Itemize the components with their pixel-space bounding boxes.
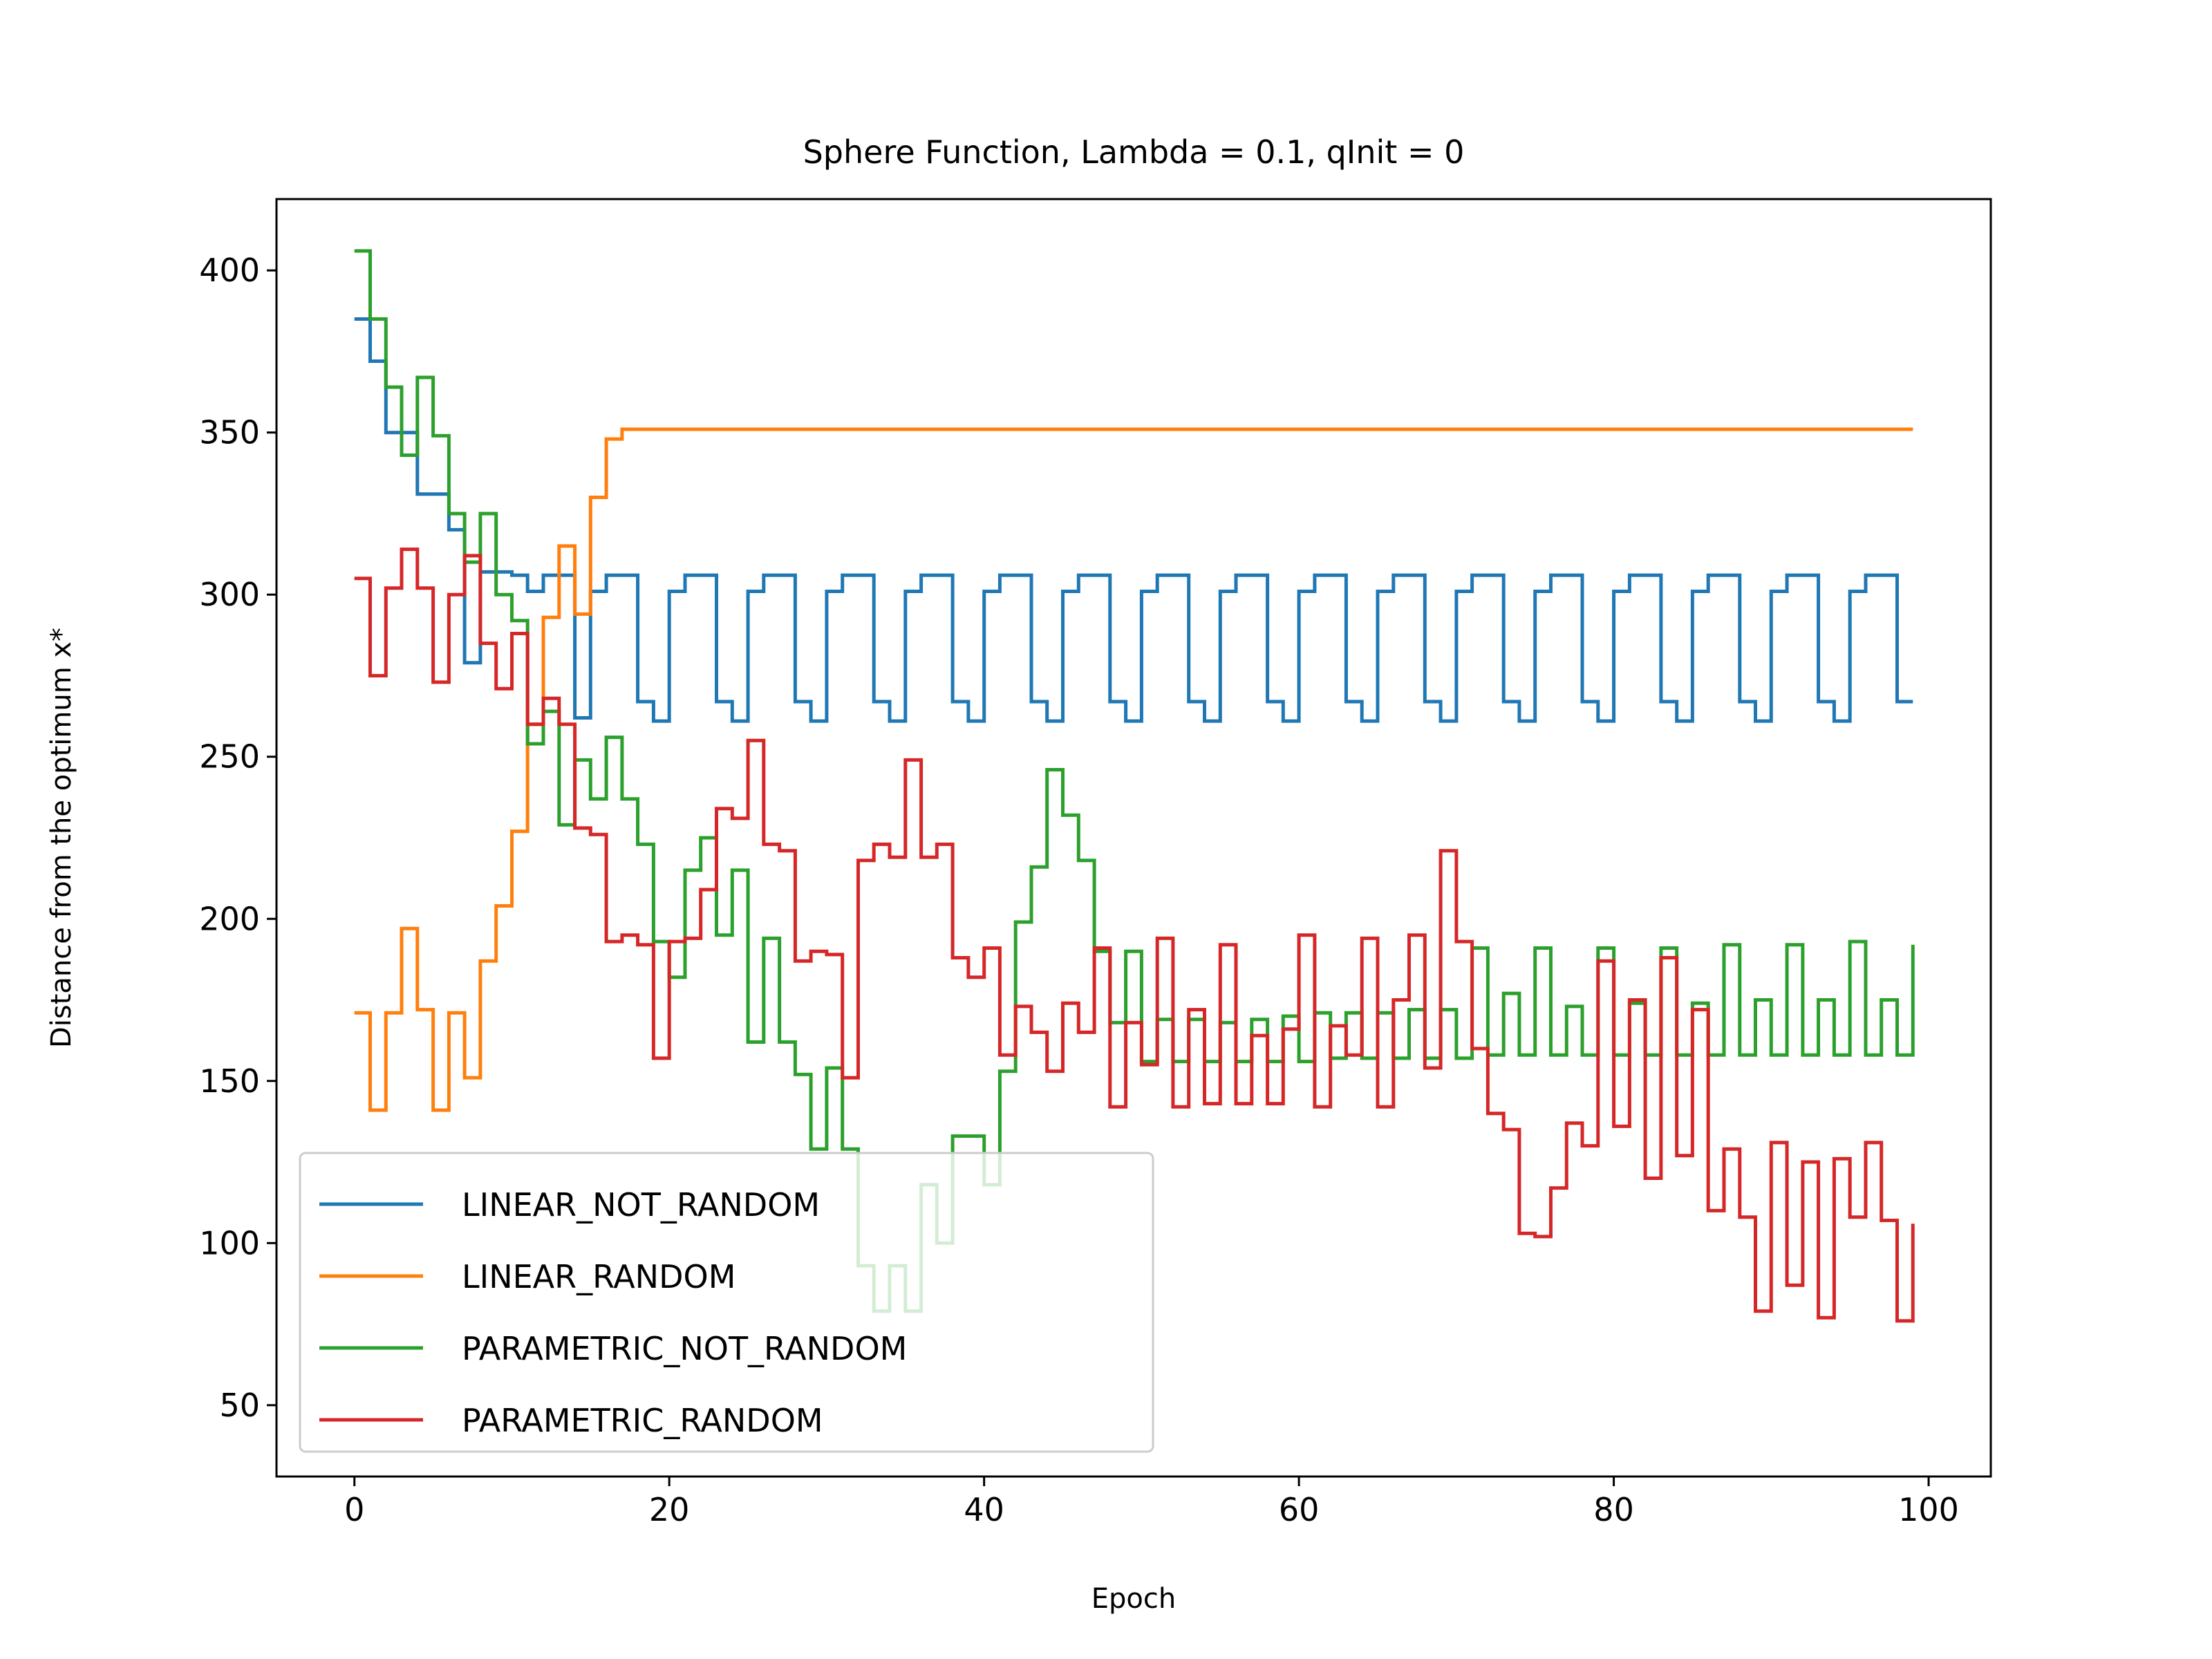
y-tick-label: 150 xyxy=(199,1062,260,1100)
x-tick-label: 40 xyxy=(964,1491,1004,1528)
y-tick-label: 350 xyxy=(199,414,260,451)
legend: LINEAR_NOT_RANDOM LINEAR_RANDOM PARAMETRIC… xyxy=(299,1152,1154,1453)
legend-label: LINEAR_NOT_RANDOM xyxy=(462,1186,820,1224)
x-tick-label: 20 xyxy=(649,1491,690,1528)
plot-frame xyxy=(275,198,1992,1478)
x-tick-label: 60 xyxy=(1279,1491,1320,1528)
y-tick-label: 50 xyxy=(219,1387,260,1424)
x-axis-label: Epoch xyxy=(1091,1583,1176,1615)
x-tick-label: 0 xyxy=(344,1491,364,1528)
y-tick-label: 400 xyxy=(199,252,260,289)
series-line-linear-not-random xyxy=(354,317,1913,723)
x-tick-label: 80 xyxy=(1593,1491,1634,1528)
series-line-linear-random xyxy=(354,427,1913,1112)
y-tick-label: 100 xyxy=(199,1224,260,1262)
y-tick-label: 200 xyxy=(199,900,260,937)
y-axis: 50 100 150 200 250 300 350 400 xyxy=(199,252,276,1424)
x-tick-label: 100 xyxy=(1898,1491,1959,1528)
y-tick-label: 300 xyxy=(199,576,260,613)
y-tick-label: 250 xyxy=(199,738,260,776)
x-axis: 0 20 40 60 80 100 xyxy=(344,1477,1959,1528)
series-layer xyxy=(354,249,1915,1323)
chart-title: Sphere Function, Lambda = 0.1, qInit = 0 xyxy=(803,133,1465,171)
legend-label: PARAMETRIC_NOT_RANDOM xyxy=(462,1330,907,1367)
y-axis-label: Distance from the optimum x* xyxy=(46,628,77,1048)
legend-label: PARAMETRIC_RANDOM xyxy=(462,1402,823,1439)
legend-box xyxy=(299,1152,1154,1453)
legend-label: LINEAR_RANDOM xyxy=(462,1258,735,1295)
series-line-parametric-random xyxy=(354,547,1915,1323)
